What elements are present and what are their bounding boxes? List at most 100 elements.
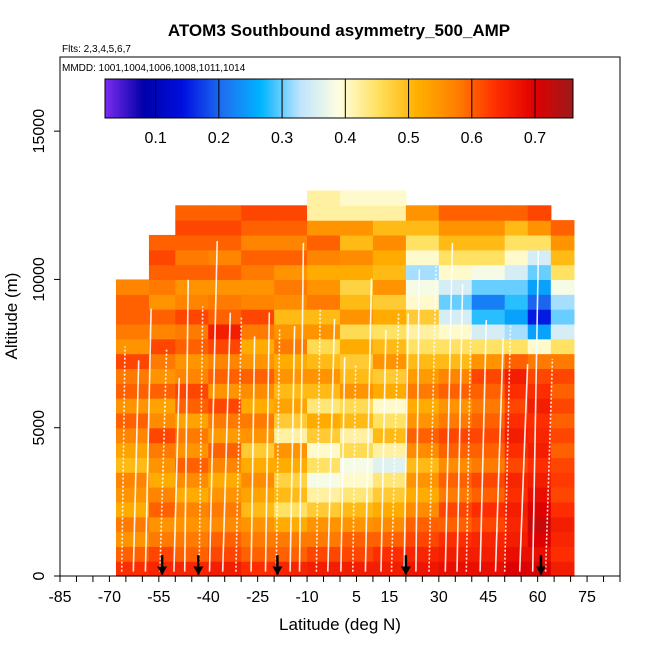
heatmap-cell: [471, 561, 506, 577]
heatmap-cell: [550, 398, 575, 414]
x-tick-label: -25: [246, 589, 269, 606]
heatmap-cell: [148, 457, 176, 473]
heatmap-cell: [372, 249, 407, 266]
heatmap-cell: [208, 220, 242, 236]
heatmap-cell: [241, 294, 275, 310]
heatmap-cell: [405, 501, 440, 518]
colorbar-segment: [302, 79, 306, 118]
heatmap-cell: [471, 398, 506, 414]
colorbar-segment: [190, 79, 194, 118]
heatmap-cell: [340, 249, 374, 266]
colorbar-segment: [365, 79, 369, 118]
colorbar-segment: [250, 79, 254, 118]
heatmap-cell: [550, 234, 575, 251]
colorbar-segment: [245, 79, 249, 118]
heatmap-cell: [274, 279, 308, 295]
heatmap-cell: [471, 338, 506, 355]
colorbar-segment: [440, 79, 444, 118]
heatmap-cell: [307, 457, 341, 473]
colorbar-segment: [547, 79, 551, 118]
colorbar-segment: [380, 79, 384, 118]
heatmap-cell: [307, 561, 341, 577]
heatmap-cell: [405, 294, 440, 310]
colorbar-segment: [123, 79, 127, 118]
heatmap-cell: [527, 234, 552, 251]
heatmap-cell: [471, 442, 506, 458]
heatmap-cell: [274, 412, 308, 429]
heatmap-cell: [241, 368, 275, 384]
colorbar-segment: [398, 79, 402, 118]
heatmap-cell: [274, 323, 308, 340]
heatmap-cell: [372, 353, 407, 369]
colorbar-frame: [104, 78, 574, 119]
heatmap-cell: [208, 427, 242, 444]
colorbar-tick-label: 0.6: [461, 130, 483, 147]
heatmap-cell: [405, 383, 440, 399]
heatmap-cell: [527, 383, 552, 399]
colorbar-segment: [175, 79, 179, 118]
colorbar-segment: [219, 79, 223, 118]
heatmap-cell: [372, 220, 407, 236]
heatmap-cell: [504, 487, 529, 503]
heatmap-cell: [438, 561, 473, 577]
colorbar-segment: [162, 79, 166, 118]
colorbar-segment: [437, 79, 441, 118]
heatmap-cell: [340, 294, 374, 310]
heatmap-cell: [175, 383, 209, 399]
heatmap-cell: [307, 398, 341, 414]
colorbar-segment: [505, 79, 509, 118]
colorbar-segment: [209, 79, 213, 118]
flight-track: [173, 377, 180, 572]
colorbar-segment: [562, 79, 566, 118]
flight-track: [531, 250, 540, 572]
heatmap-cell: [471, 546, 506, 562]
heatmap-cell: [527, 205, 552, 221]
heatmap-cell: [372, 264, 407, 281]
heatmap-cell: [405, 398, 440, 414]
heatmap-cell: [274, 427, 308, 444]
heatmap-cell: [504, 561, 529, 577]
colorbar-segment: [172, 79, 176, 118]
flight-track: [120, 346, 126, 572]
heatmap-cell: [241, 412, 275, 429]
heatmap-cell: [148, 501, 176, 518]
heatmap-cell: [471, 279, 506, 295]
colorbar-segment: [211, 79, 215, 118]
heatmap-cell: [208, 353, 242, 369]
heatmap-cell: [504, 427, 529, 444]
heatmap-cell: [241, 442, 275, 458]
x-tick-label: 45: [479, 589, 497, 606]
colorbar-segment: [138, 79, 142, 118]
colorbar-segment: [313, 79, 317, 118]
heatmap-cell: [405, 353, 440, 369]
colorbar-tick-label: 0.7: [524, 130, 546, 147]
heatmap-cell: [471, 205, 506, 221]
heatmap-cell: [340, 531, 374, 547]
colorbar-segment: [362, 79, 366, 118]
heatmap-cell: [175, 323, 209, 340]
heatmap-cell: [241, 264, 275, 281]
heatmap-cell: [504, 546, 529, 562]
heatmap-cell: [471, 516, 506, 533]
heatmap-cell: [405, 309, 440, 325]
colorbar-segment: [177, 79, 181, 118]
heatmap-cell: [241, 398, 275, 414]
colorbar-segment: [378, 79, 382, 118]
heatmap-cell: [307, 427, 341, 444]
flight-track: [503, 324, 512, 572]
heatmap-cell: [372, 205, 407, 221]
heatmap-cell: [241, 383, 275, 399]
heatmap-cell: [527, 309, 552, 325]
colorbar-segment: [131, 79, 135, 118]
heatmap-cell: [208, 546, 242, 562]
heatmap-cell: [307, 531, 341, 547]
heatmap-cell: [340, 383, 374, 399]
colorbar-segment: [552, 79, 556, 118]
colorbar-segment: [489, 79, 493, 118]
colorbar-segment: [375, 79, 379, 118]
colorbar-segment: [476, 79, 480, 118]
heatmap-cell: [148, 294, 176, 310]
flight-track: [289, 326, 296, 572]
heatmap-cell: [504, 309, 529, 325]
heatmap-cell: [438, 427, 473, 444]
